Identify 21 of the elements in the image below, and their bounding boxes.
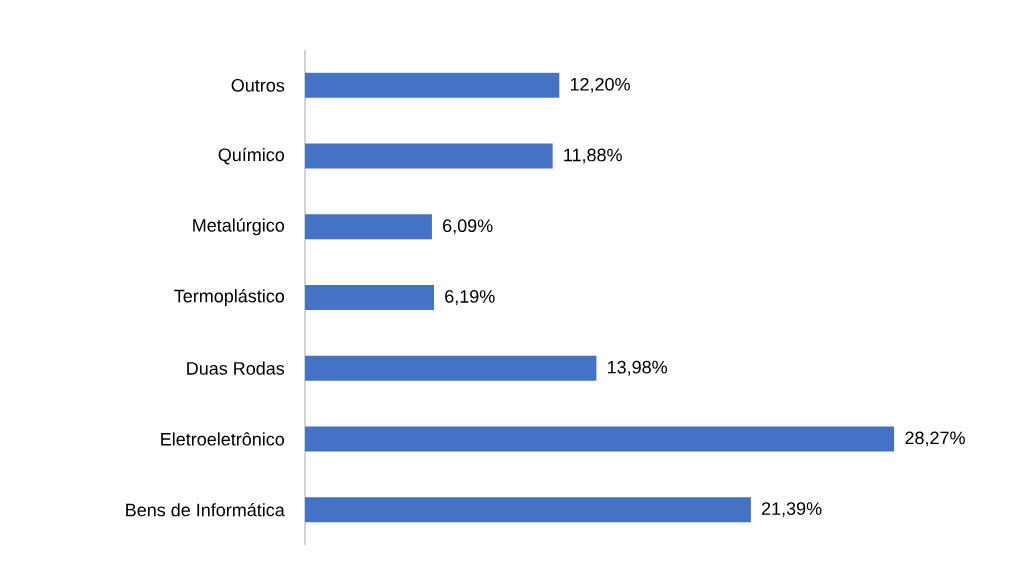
data-label: 6,19% [445,290,495,305]
bar [305,285,435,310]
y-tick-label: Termoplástico [174,289,285,306]
y-tick-label: Duas Rodas [187,361,285,375]
bar [305,426,895,452]
bar [305,143,553,169]
y-tick-label: Eletroeletrônico [161,432,285,446]
data-label: 12,20% [570,77,630,93]
data-label: 6,09% [443,219,493,235]
bar [305,355,597,381]
bar [305,497,751,523]
bar [305,214,432,240]
y-tick-label: Bens de Informática [126,502,285,517]
data-label: 21,39% [761,502,822,518]
data-label: 11,88% [564,148,622,164]
y-tick-label: Químico [218,147,285,165]
y-tick-label: Outros [231,78,285,92]
bar [305,72,560,98]
data-label: 13,98% [607,360,668,376]
y-tick-label: Metalúrgico [193,218,285,236]
data-label: 28,27% [905,431,965,447]
